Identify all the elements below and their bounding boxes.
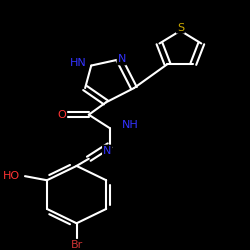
Text: HN: HN xyxy=(70,58,86,68)
Text: N: N xyxy=(103,146,111,156)
Text: NH: NH xyxy=(122,120,138,130)
Text: O: O xyxy=(58,110,66,120)
Text: Br: Br xyxy=(70,240,83,250)
Text: HO: HO xyxy=(3,171,20,181)
Text: N: N xyxy=(118,54,126,64)
Text: S: S xyxy=(177,23,184,33)
